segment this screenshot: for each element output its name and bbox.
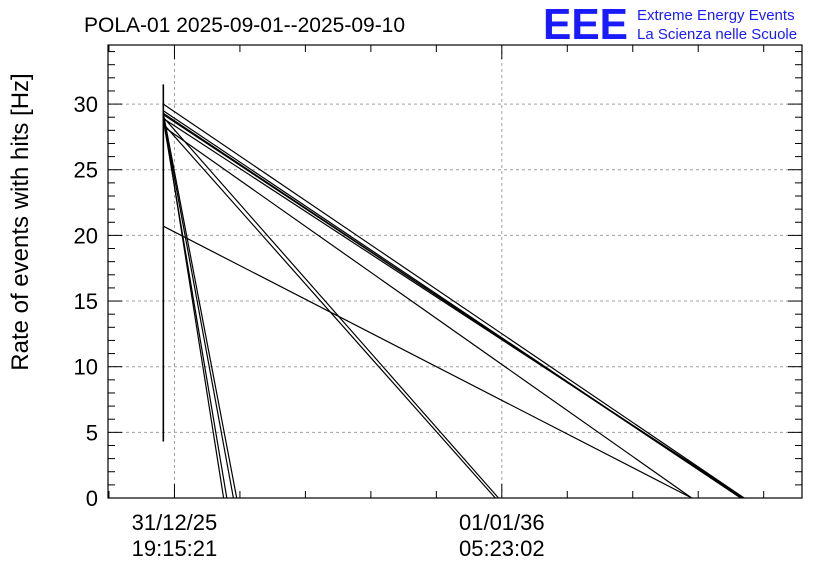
y-tick-label: 5 xyxy=(86,420,98,445)
plot-frame xyxy=(107,44,803,499)
series-line-8 xyxy=(162,116,499,499)
grid-layer xyxy=(108,45,802,498)
series-line-12 xyxy=(162,113,238,499)
series-layer xyxy=(162,84,745,499)
y-tick-label: 25 xyxy=(74,158,98,183)
series-line-11 xyxy=(162,119,228,499)
y-tick-label: 30 xyxy=(74,92,98,117)
eee-logo-line1: Extreme Energy Events xyxy=(637,7,795,24)
series-line-9 xyxy=(162,123,496,499)
x-tick-date: 31/12/25 xyxy=(132,510,218,535)
y-tick-label: 20 xyxy=(74,223,98,248)
x-tick-date: 01/01/36 xyxy=(459,510,545,535)
y-tick-label: 10 xyxy=(74,355,98,380)
series-line-1 xyxy=(162,103,745,499)
eee-logo: EEE Extreme Energy Events La Scienza nel… xyxy=(543,0,797,49)
series-line-7 xyxy=(163,225,692,499)
y-tick-label: 15 xyxy=(74,289,98,314)
x-tick-time: 19:15:21 xyxy=(132,536,218,561)
plot-area xyxy=(108,45,802,498)
tick-layer xyxy=(108,45,802,499)
eee-logo-line2: La Scienza nelle Scuole xyxy=(637,26,797,43)
series-line-5 xyxy=(162,125,693,499)
chart-title: POLA-01 2025-09-01--2025-09-10 xyxy=(84,14,405,37)
y-axis-label: Rate of events with hits [Hz] xyxy=(7,73,34,370)
y-tick-label: 0 xyxy=(86,486,98,511)
series-line-13 xyxy=(162,117,234,499)
x-tick-time: 05:23:02 xyxy=(459,536,545,561)
series-line-6 xyxy=(162,117,745,499)
eee-logo-mark: EEE xyxy=(543,0,628,49)
